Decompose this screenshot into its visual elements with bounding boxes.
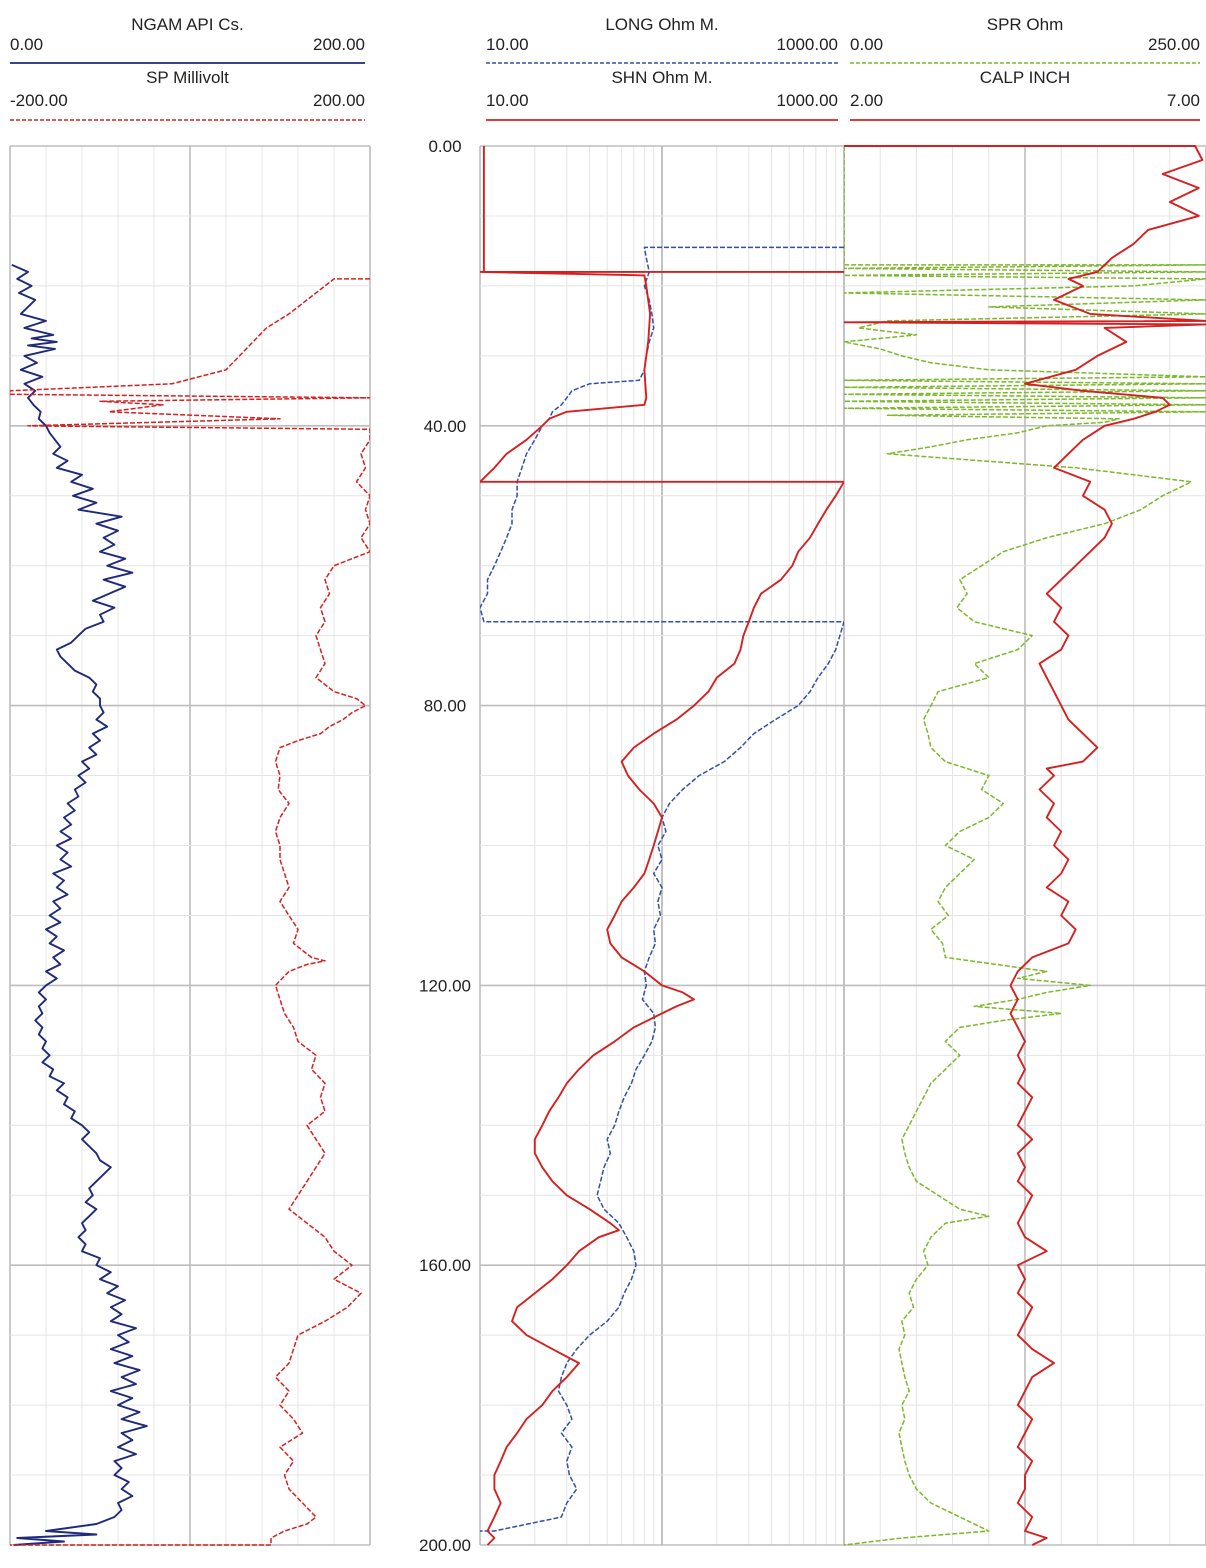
curve-min-label: 0.00: [850, 35, 883, 54]
curve-name-calp: CALP INCH: [980, 68, 1070, 87]
log-curves: [10, 145, 1206, 1546]
depth-tick-label: 0.00: [428, 137, 461, 156]
curve-min-label: 10.00: [486, 35, 529, 54]
depth-tick-label: 200.00: [419, 1536, 471, 1555]
depth-tick-label: 120.00: [419, 976, 471, 995]
curve-spr: [844, 146, 1206, 1546]
curve-min-label: 0.00: [10, 35, 43, 54]
curve-name-spr: SPR Ohm: [987, 15, 1064, 34]
depth-tick-label: 160.00: [419, 1256, 471, 1275]
curve-max-label: 200.00: [313, 91, 365, 110]
curve-max-label: 200.00: [313, 35, 365, 54]
curve-sp: [10, 278, 370, 1546]
track-grid: [9, 145, 1206, 1546]
curve-max-label: 250.00: [1148, 35, 1200, 54]
curve-shn: [480, 146, 844, 1546]
curve-min-label: 10.00: [486, 91, 529, 110]
curve-name-sp: SP Millivolt: [146, 68, 229, 87]
curve-name-ngam: NGAM API Cs.: [131, 15, 243, 34]
curve-max-label: 1000.00: [777, 35, 838, 54]
curve-calp: [844, 145, 1206, 1546]
track-headers: NGAM API Cs. 0.00 200.00 SP Millivolt -200.0…: [10, 15, 1200, 121]
curve-min-label: -200.00: [10, 91, 68, 110]
depth-tick-label: 40.00: [424, 417, 467, 436]
curve-max-label: 7.00: [1167, 91, 1200, 110]
depth-axis: 0.00 40.00 80.00 120.00 160.00 200.00: [419, 137, 471, 1555]
curve-ngam: [11, 264, 148, 1546]
depth-tick-label: 80.00: [424, 697, 467, 716]
curve-min-label: 2.00: [850, 91, 883, 110]
curve-max-label: 1000.00: [777, 91, 838, 110]
curve-long: [480, 246, 844, 1532]
curve-name-shn: SHN Ohm M.: [611, 68, 712, 87]
curve-name-long: LONG Ohm M.: [605, 15, 718, 34]
